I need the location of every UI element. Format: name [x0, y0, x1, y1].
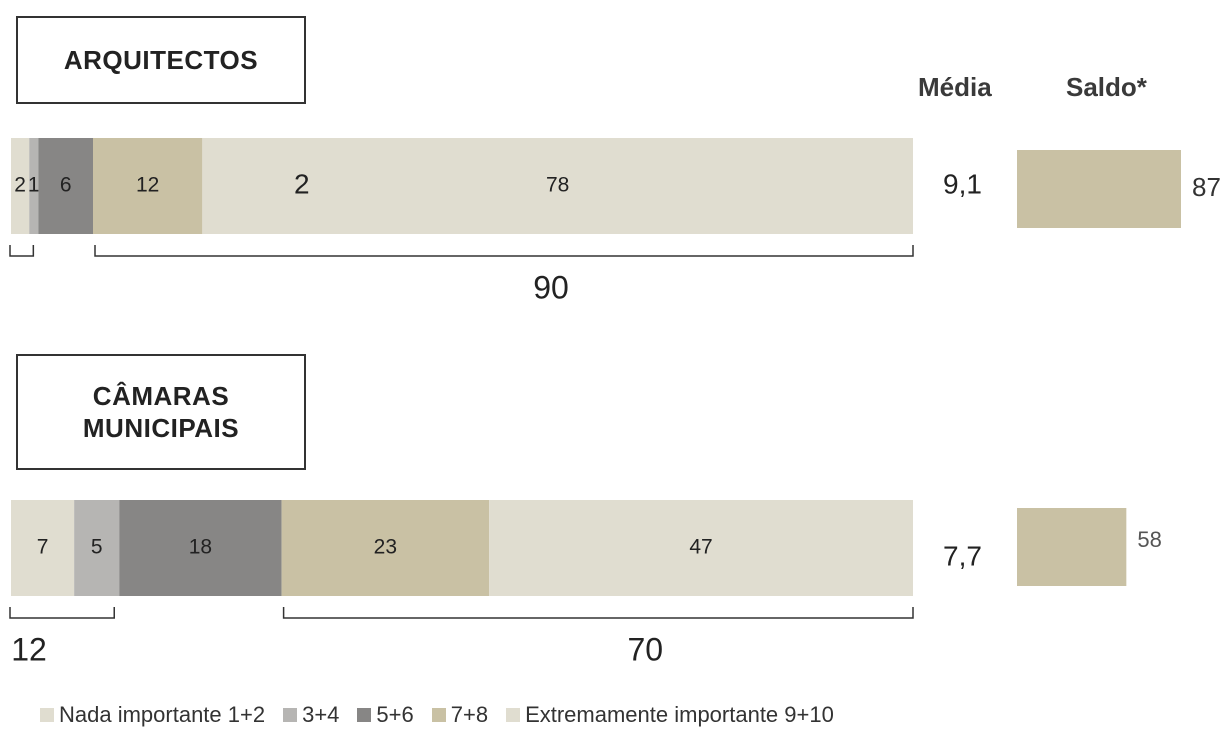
legend-item: 5+6: [357, 702, 414, 728]
legend-label: Nada importante 1+2: [59, 702, 266, 727]
saldo-bar: [1017, 508, 1127, 586]
bar-segment: [281, 500, 490, 596]
media-value: 7,7: [943, 540, 982, 571]
legend-label: 7+8: [450, 702, 489, 727]
legend-swatch: [283, 708, 298, 722]
legend-swatch: [357, 708, 372, 722]
total-bracket: [9, 607, 115, 619]
legend: Nada importante 1+2 3+4 5+6 7+8 Extremamente…: [40, 702, 852, 728]
total-bracket: [282, 607, 914, 619]
segment-label: 47: [689, 536, 712, 559]
group-title: CÂMARAS MUNICIPAIS: [82, 381, 240, 443]
segment-label: 6: [60, 174, 72, 197]
bar-segment: [93, 138, 203, 234]
bar-segment: [489, 500, 913, 596]
legend-label: Extremamente importante 9+10: [525, 702, 834, 727]
high-total-label: 90: [533, 269, 569, 305]
segment-label: 18: [189, 536, 212, 559]
total-bracket: [9, 245, 35, 257]
segment-extra-label: 2: [294, 168, 310, 199]
total-bracket: [94, 245, 914, 257]
bar-segment: [29, 138, 39, 234]
media-column-header: Média: [918, 72, 992, 102]
segment-label: 78: [546, 174, 569, 197]
bar-segment: [38, 138, 93, 234]
saldo-label: 58: [1137, 527, 1161, 552]
legend-item: 3+4: [283, 702, 339, 728]
legend-label: 3+4: [302, 702, 340, 727]
saldo-bar: [1017, 150, 1181, 228]
group-title: ARQUITECTOS: [63, 45, 259, 75]
legend-label: 5+6: [376, 702, 414, 727]
segment-label: 5: [91, 536, 103, 559]
segment-label: 12: [136, 174, 159, 197]
legend-swatch: [40, 708, 54, 722]
low-total-label: 12: [11, 631, 47, 667]
bar-segment: [202, 138, 914, 234]
segment-label: 1: [28, 174, 40, 197]
legend-item: Nada importante 1+2: [40, 702, 265, 728]
media-value: 9,1: [943, 168, 982, 199]
bar-segment: [11, 138, 30, 234]
legend-swatch: [431, 708, 446, 722]
bar-segment: [119, 500, 282, 596]
segment-label: 2: [14, 174, 26, 197]
saldo-label: 87: [1192, 172, 1221, 202]
legend-item: Extremamente importante 9+10: [506, 702, 834, 728]
bar-segment: [74, 500, 120, 596]
segment-label: 23: [374, 536, 397, 559]
segment-label: 7: [37, 536, 49, 559]
legend-swatch: [506, 708, 521, 722]
group-title-box-camaras: CÂMARAS MUNICIPAIS: [16, 354, 306, 470]
high-total-label: 70: [628, 631, 664, 667]
bar-segment: [11, 500, 75, 596]
saldo-column-header: Saldo*: [1066, 72, 1147, 102]
legend-item: 7+8: [431, 702, 489, 728]
group-title-box-arquitectos: ARQUITECTOS: [16, 16, 306, 104]
